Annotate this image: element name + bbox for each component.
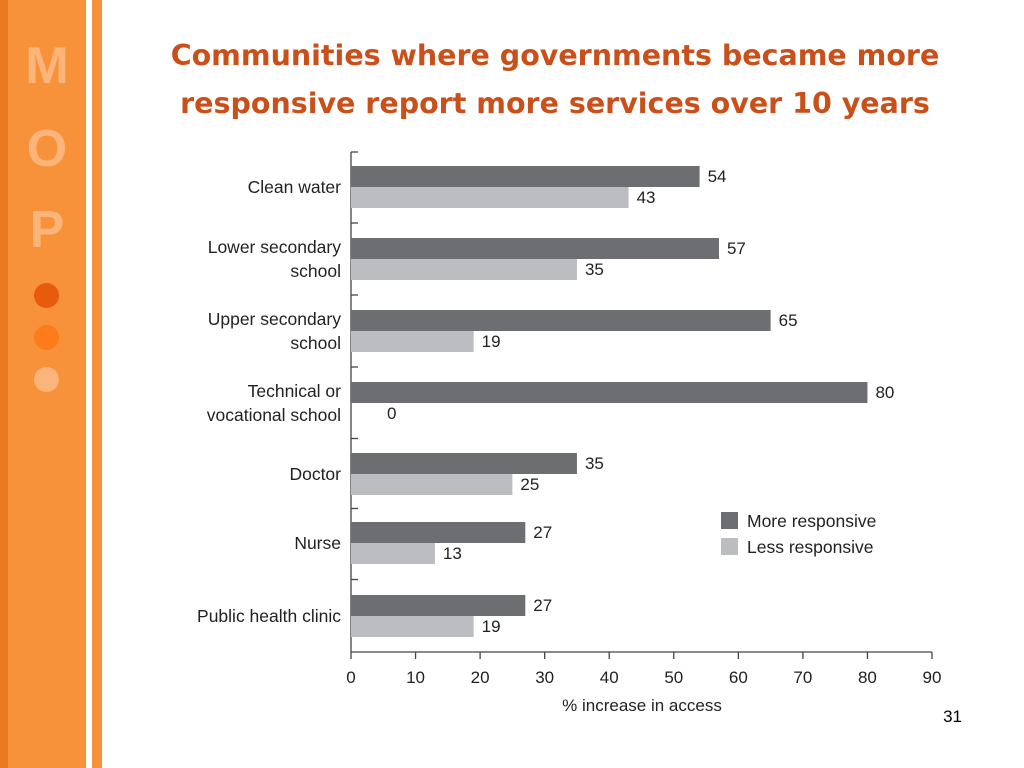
x-tick-label: 50 [664,668,683,687]
category-label: Upper secondary [208,309,342,329]
logo-dot-3 [34,367,59,392]
bar-more-responsive [351,522,526,543]
category-label: Public health clinic [197,606,341,626]
logo-dot-1 [34,283,59,308]
slide-title-line-2: responsive report more services over 10 … [180,87,930,120]
bar-less-responsive [351,474,513,495]
logo-letter-m: M [25,37,69,95]
legend-swatch-more [721,512,738,529]
data-label: 0 [387,404,396,423]
x-tick-label: 70 [793,668,812,687]
data-label: 65 [779,311,798,330]
data-label: 25 [520,475,539,494]
legend-label: Less responsive [747,537,873,557]
data-label: 35 [585,260,604,279]
legend-label: More responsive [747,511,876,531]
bar-more-responsive [351,166,700,187]
x-tick-label: 0 [346,668,355,687]
x-tick-label: 30 [535,668,554,687]
category-label: school [290,261,341,281]
sidebar-edge [0,0,8,768]
category-label: Clean water [248,177,342,197]
logo-letter-p: P [29,201,65,259]
x-tick-label: 10 [406,668,425,687]
data-label: 19 [482,617,501,636]
data-label: 43 [637,188,656,207]
data-label: 27 [533,596,552,615]
bar-more-responsive [351,310,771,331]
bar-more-responsive [351,238,719,259]
bar-less-responsive [351,543,435,564]
data-label: 54 [708,167,727,186]
category-label: Nurse [294,533,341,553]
category-label: vocational school [207,405,341,425]
logo-dot-2 [34,325,59,350]
page-number: 31 [943,707,962,726]
category-label: Doctor [289,464,341,484]
bar-more-responsive [351,453,577,474]
data-label: 80 [875,383,894,402]
data-label: 27 [533,523,552,542]
bar-more-responsive [351,595,526,616]
legend-swatch-less [721,538,738,555]
category-label: Lower secondary [208,237,342,257]
x-tick-label: 60 [729,668,748,687]
data-label: 35 [585,454,604,473]
slide-title: Communities where governments became mor… [130,32,980,128]
x-tick-label: 40 [600,668,619,687]
data-label: 19 [482,332,501,351]
category-label: school [290,333,341,353]
bar-more-responsive [351,382,868,403]
x-axis-title: % increase in access [562,696,722,715]
sidebar-stripe [92,0,102,768]
sidebar-divider [86,0,92,768]
bar-less-responsive [351,616,474,637]
logo-letter-o: O [26,120,68,178]
bar-less-responsive [351,331,474,352]
bar-less-responsive [351,259,577,280]
data-label: 57 [727,239,746,258]
x-tick-label: 90 [923,668,942,687]
x-tick-label: 20 [471,668,490,687]
data-label: 13 [443,544,462,563]
bar-less-responsive [351,187,629,208]
category-label: Technical or [248,381,342,401]
slide-title-line-1: Communities where governments became mor… [170,39,940,72]
x-tick-label: 80 [858,668,877,687]
